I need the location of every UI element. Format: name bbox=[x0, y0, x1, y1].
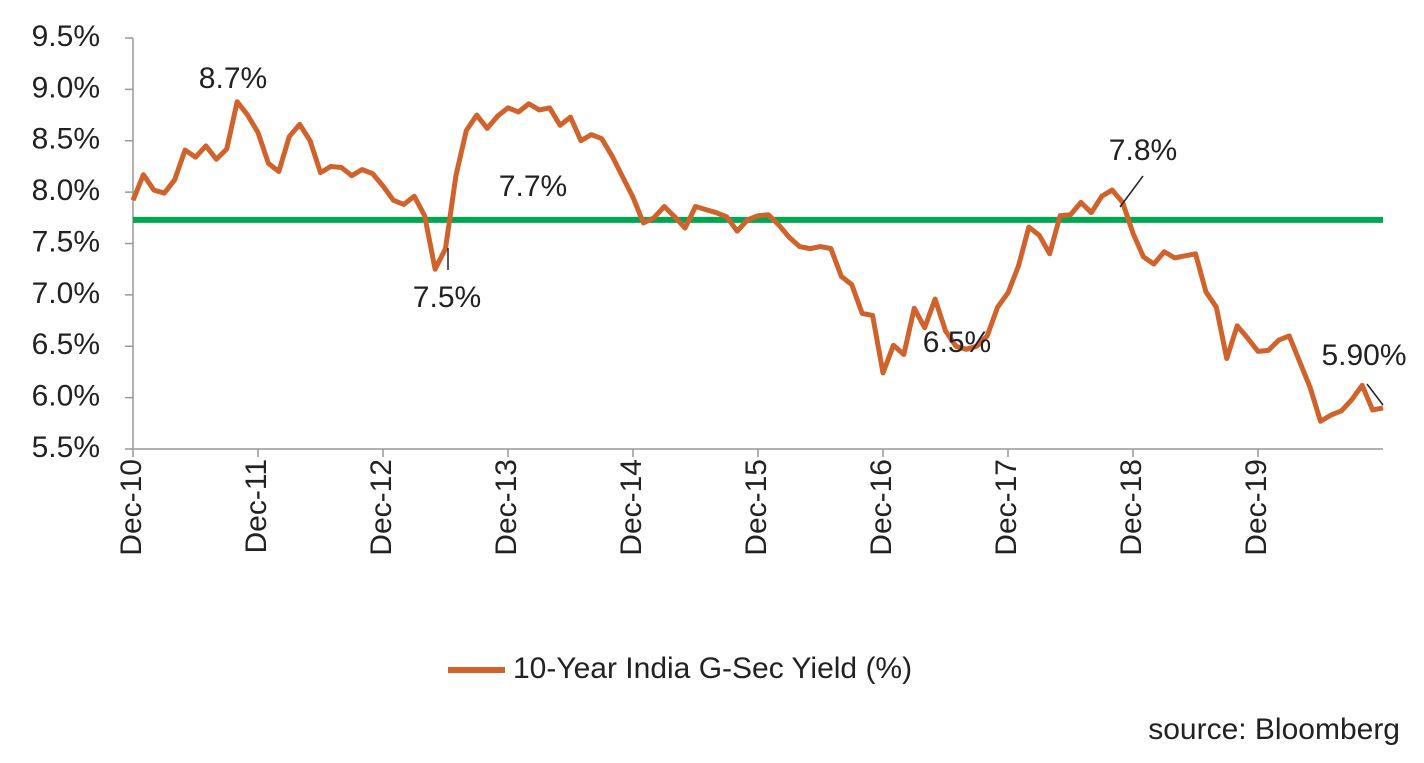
y-tick-label: 8.5% bbox=[32, 123, 100, 156]
annotation: 7.7% bbox=[499, 170, 567, 203]
x-tick-label: Dec-18 bbox=[1115, 459, 1148, 556]
x-tick-label: Dec-16 bbox=[865, 459, 898, 556]
annotation: 8.7% bbox=[199, 62, 267, 95]
y-tick-label: 7.5% bbox=[32, 225, 100, 258]
annotation: 7.5% bbox=[413, 281, 481, 314]
y-tick-label: 7.0% bbox=[32, 277, 100, 310]
x-tick-label: Dec-15 bbox=[740, 459, 773, 556]
y-tick-label: 8.0% bbox=[32, 174, 100, 207]
y-tick-label: 9.5% bbox=[32, 20, 100, 53]
annotation: 7.8% bbox=[1109, 134, 1177, 167]
annotation: 5.90% bbox=[1321, 339, 1406, 372]
annotation: 6.5% bbox=[923, 326, 991, 359]
leader-line bbox=[1366, 383, 1384, 406]
x-tick-label: Dec-10 bbox=[115, 459, 148, 556]
x-tick-label: Dec-19 bbox=[1240, 459, 1273, 556]
legend-label: 10-Year India G-Sec Yield (%) bbox=[513, 652, 912, 685]
y-tick-label: 9.0% bbox=[32, 71, 100, 104]
y-tick-label: 5.5% bbox=[32, 431, 100, 464]
series-line bbox=[130, 99, 1384, 424]
source-note: source: Bloomberg bbox=[1148, 713, 1400, 746]
x-tick-label: Dec-13 bbox=[490, 459, 523, 556]
x-tick-label: Dec-17 bbox=[990, 459, 1023, 556]
x-tick-label: Dec-11 bbox=[240, 459, 273, 553]
y-tick-label: 6.5% bbox=[32, 328, 100, 361]
y-tick-label: 6.0% bbox=[32, 380, 100, 413]
leader-line bbox=[1119, 175, 1144, 208]
x-tick-label: Dec-14 bbox=[615, 459, 648, 556]
x-tick-label: Dec-12 bbox=[365, 459, 398, 556]
